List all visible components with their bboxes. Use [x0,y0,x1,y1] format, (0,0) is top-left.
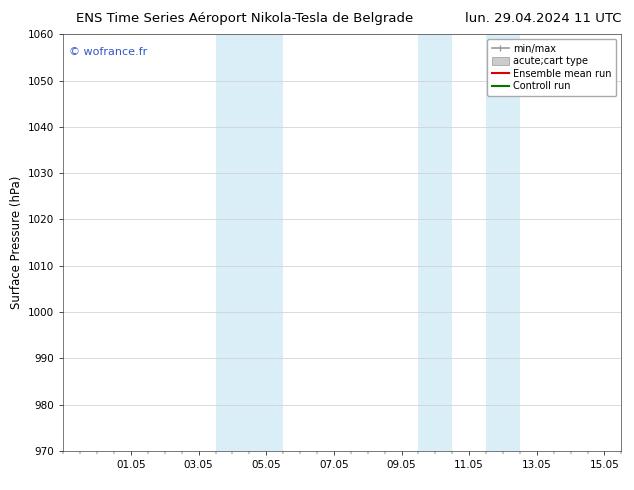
Bar [486,34,520,451]
Text: © wofrance.fr: © wofrance.fr [69,47,147,57]
Legend: min/max, acute;cart type, Ensemble mean run, Controll run: min/max, acute;cart type, Ensemble mean … [487,39,616,96]
Y-axis label: Surface Pressure (hPa): Surface Pressure (hPa) [10,176,23,309]
Text: ENS Time Series Aéroport Nikola-Tesla de Belgrade: ENS Time Series Aéroport Nikola-Tesla de… [76,12,413,25]
Bar [249,34,283,451]
Bar [216,34,249,451]
Bar [418,34,452,451]
Text: lun. 29.04.2024 11 UTC: lun. 29.04.2024 11 UTC [465,12,621,25]
